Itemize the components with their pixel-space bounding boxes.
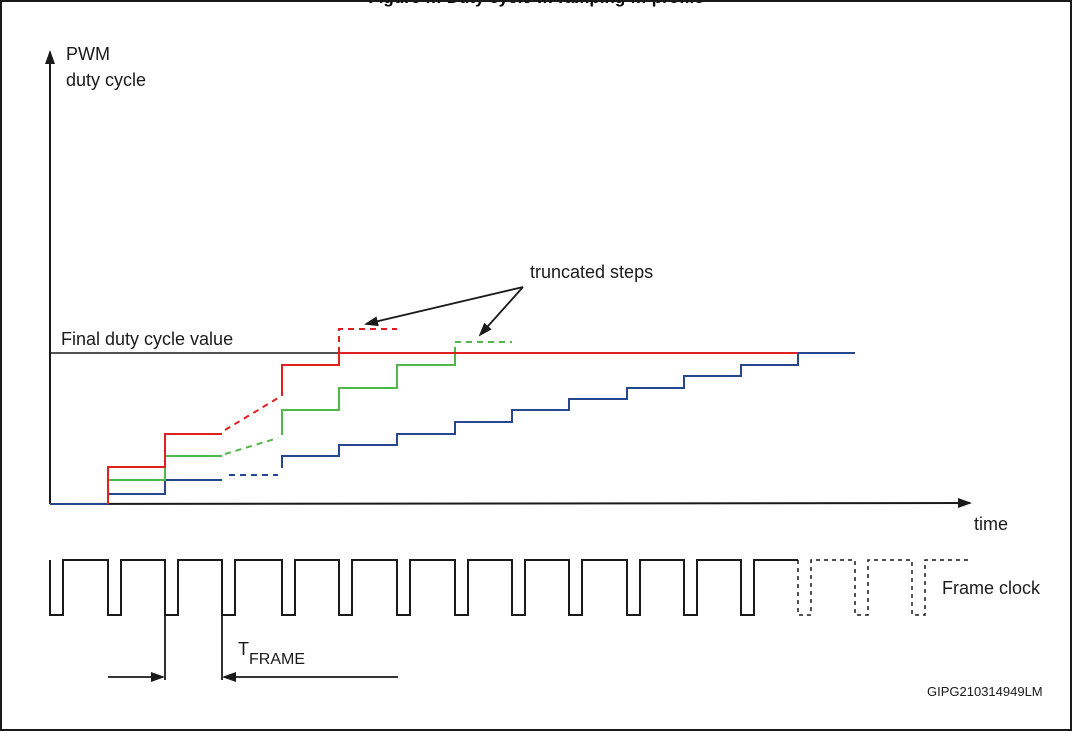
x-axis: [49, 498, 972, 509]
y-axis-label-line1: PWM: [66, 44, 110, 64]
y-axis-label-line2: duty cycle: [66, 70, 146, 90]
tframe-label: TFRAME: [238, 639, 305, 668]
truncated-steps-label: truncated steps: [530, 262, 653, 282]
blue-ramp: [50, 352, 855, 505]
figure-id: GIPG210314949LM: [927, 684, 1043, 699]
red-ramp: [107, 328, 798, 504]
figure-title: Figure … Duty cycle … ramping … profile: [0, 0, 1072, 8]
tframe-sub: FRAME: [249, 651, 305, 668]
frame-clock-label: Frame clock: [942, 578, 1041, 598]
truncated-arrow-green: [478, 286, 524, 337]
tframe-dimension: [108, 615, 398, 682]
frame-clock-waveform: [49, 559, 970, 616]
final-duty-cycle-label: Final duty cycle value: [61, 329, 233, 349]
x-axis-label: time: [974, 514, 1008, 534]
tframe-main: T: [238, 639, 249, 659]
truncated-arrow-red: [364, 286, 524, 327]
